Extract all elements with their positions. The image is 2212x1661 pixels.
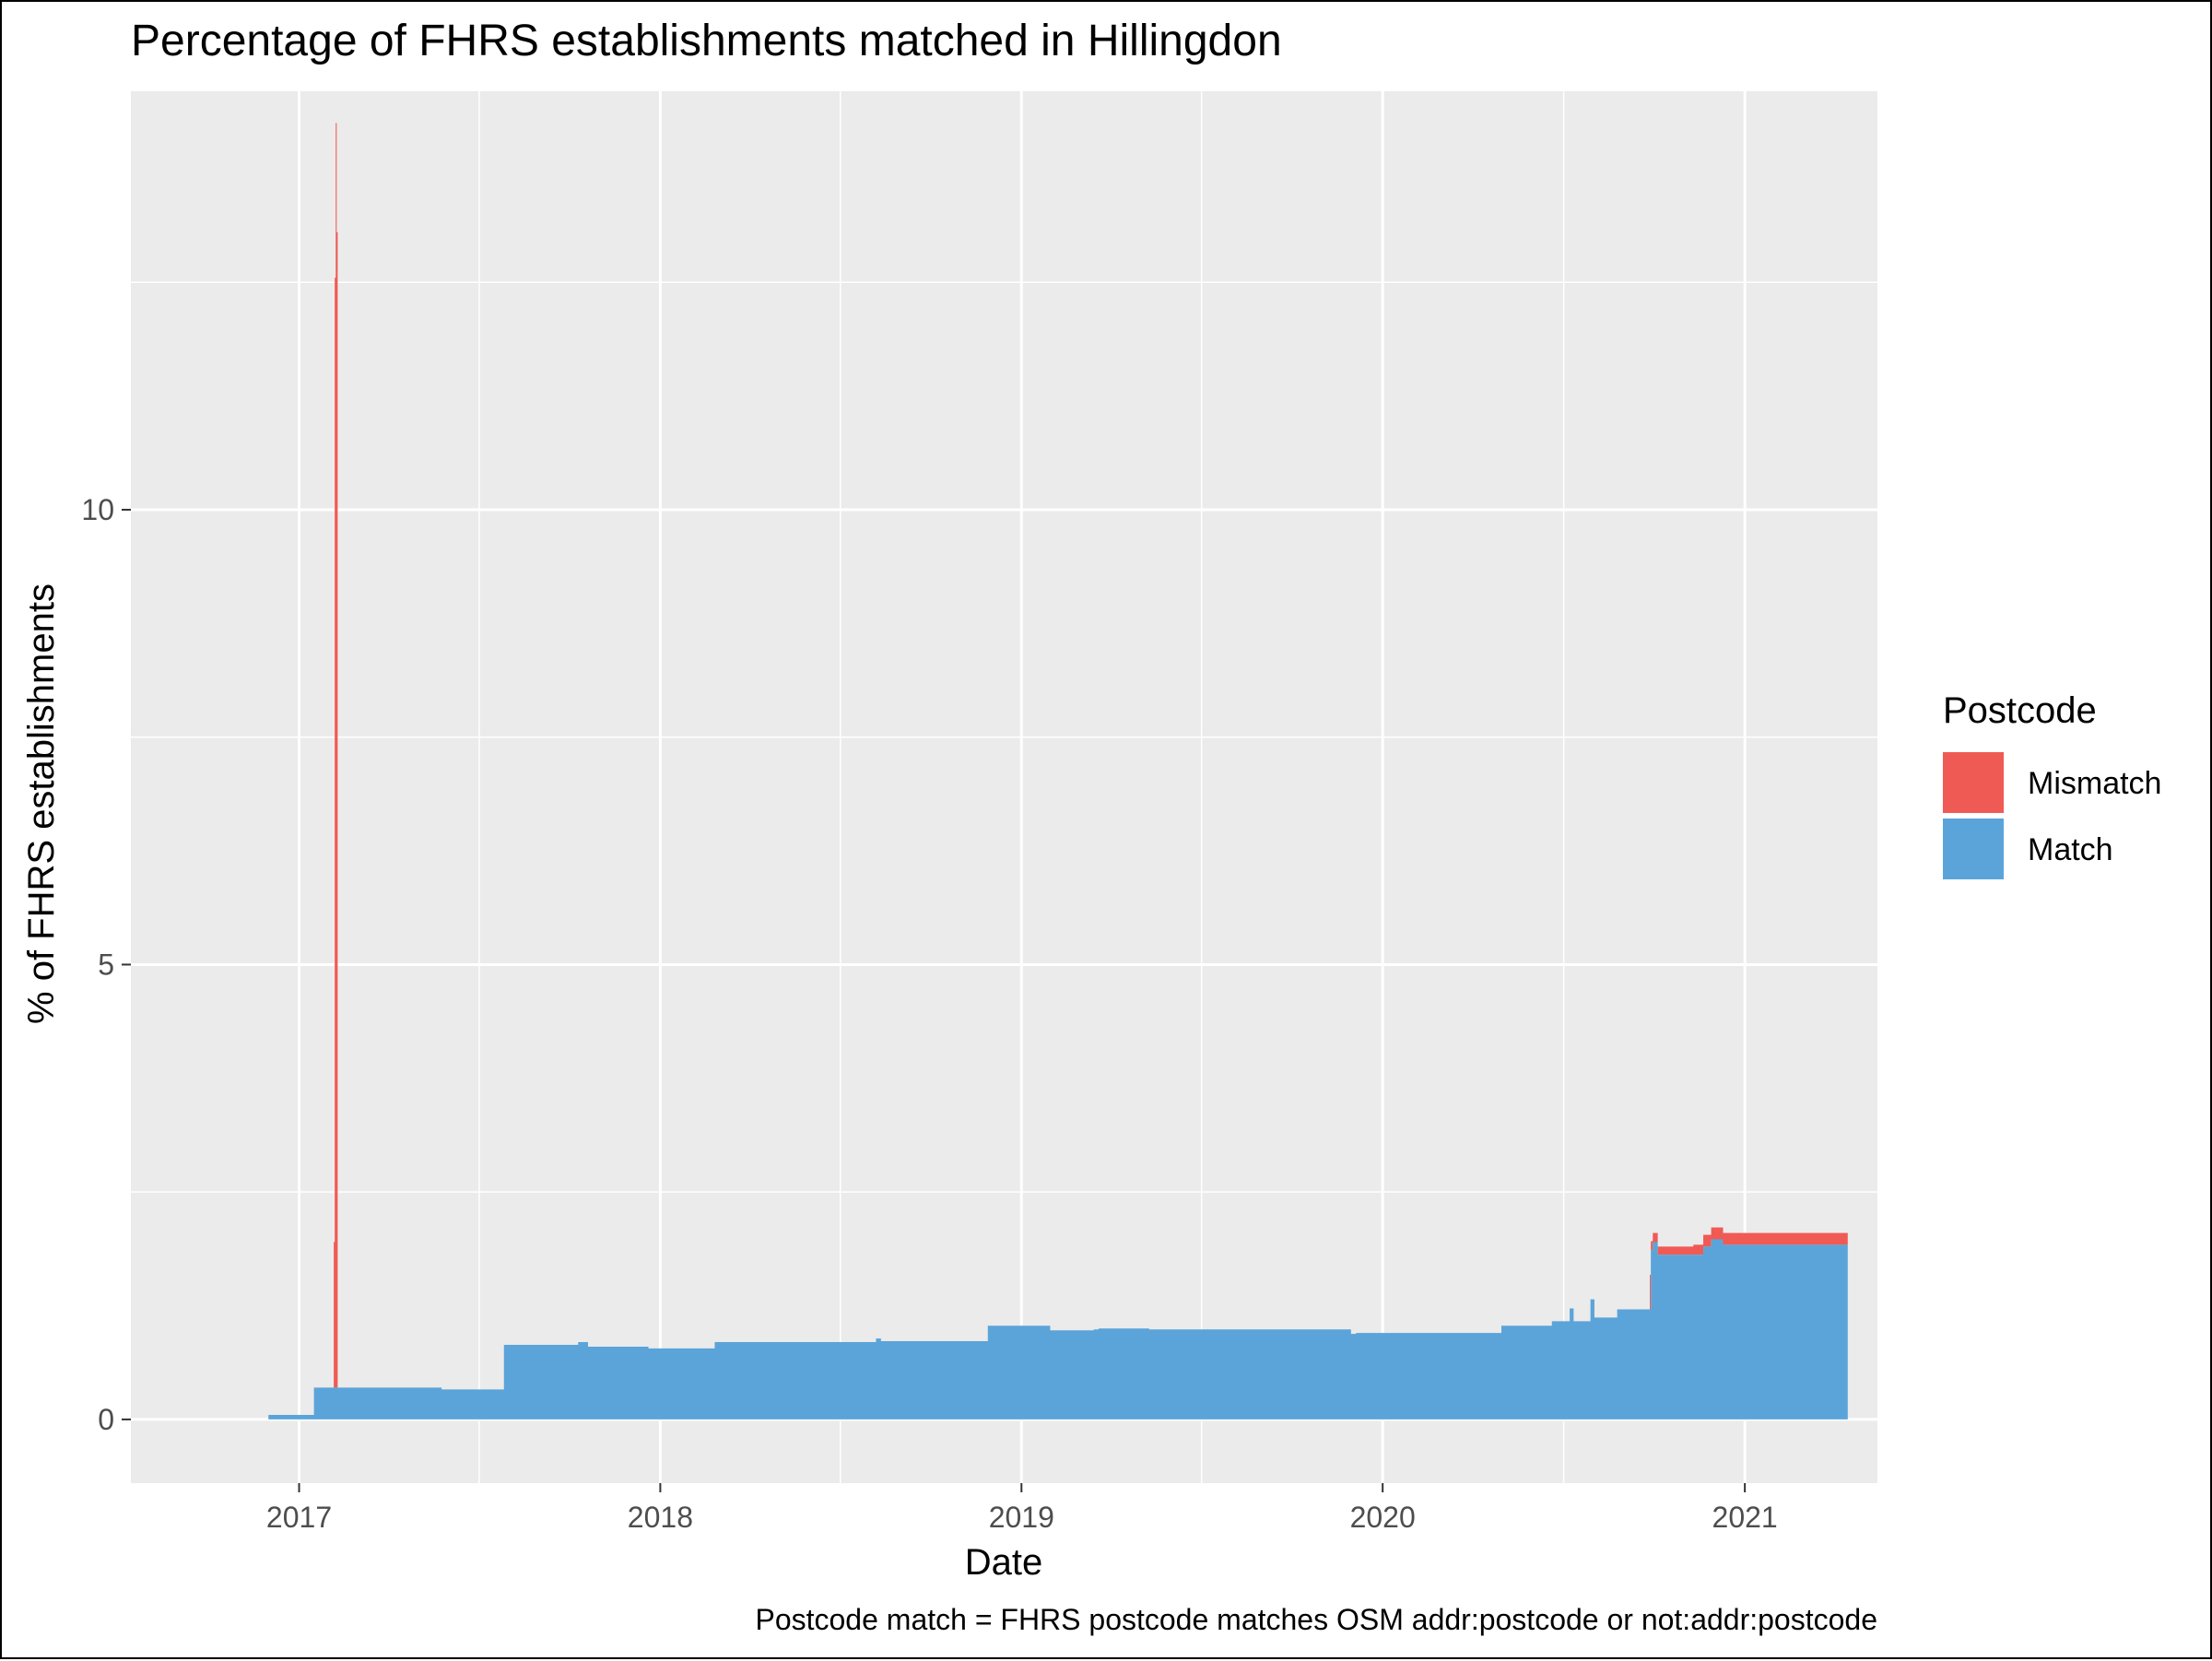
series-match-area [268, 1239, 1848, 1420]
chart-caption: Postcode match = FHRS postcode matches O… [755, 1603, 1877, 1636]
x-axis: 2017 2018 2019 2020 2021 [266, 1483, 1778, 1534]
x-tick-label: 2020 [1350, 1501, 1416, 1534]
x-tick-label: 2021 [1712, 1501, 1778, 1534]
legend-key-mismatch [1943, 752, 2004, 813]
x-tick-label: 2019 [989, 1501, 1054, 1534]
series-areas [268, 123, 1848, 1420]
legend: Postcode Mismatch Match [1943, 690, 2161, 879]
legend-label-mismatch: Mismatch [2028, 766, 2161, 801]
y-axis: 0 5 10 [81, 493, 131, 1436]
y-tick-label: 5 [98, 948, 114, 981]
grid-major [131, 91, 1877, 1483]
x-axis-label: Date [965, 1542, 1043, 1583]
y-tick-label: 10 [81, 493, 114, 526]
legend-items: Mismatch Match [1943, 752, 2161, 879]
legend-key-match [1943, 819, 2004, 879]
y-tick-label: 0 [98, 1403, 114, 1436]
x-tick-label: 2017 [266, 1501, 332, 1534]
legend-label-match: Match [2028, 832, 2113, 867]
chart-title: Percentage of FHRS establishments matche… [131, 17, 1282, 65]
plot-panel [131, 91, 1877, 1483]
legend-title: Postcode [1943, 690, 2097, 731]
y-axis-label: % of FHRS establishments [21, 583, 62, 1024]
grid-minor [131, 91, 1877, 1483]
x-tick-label: 2018 [628, 1501, 693, 1534]
